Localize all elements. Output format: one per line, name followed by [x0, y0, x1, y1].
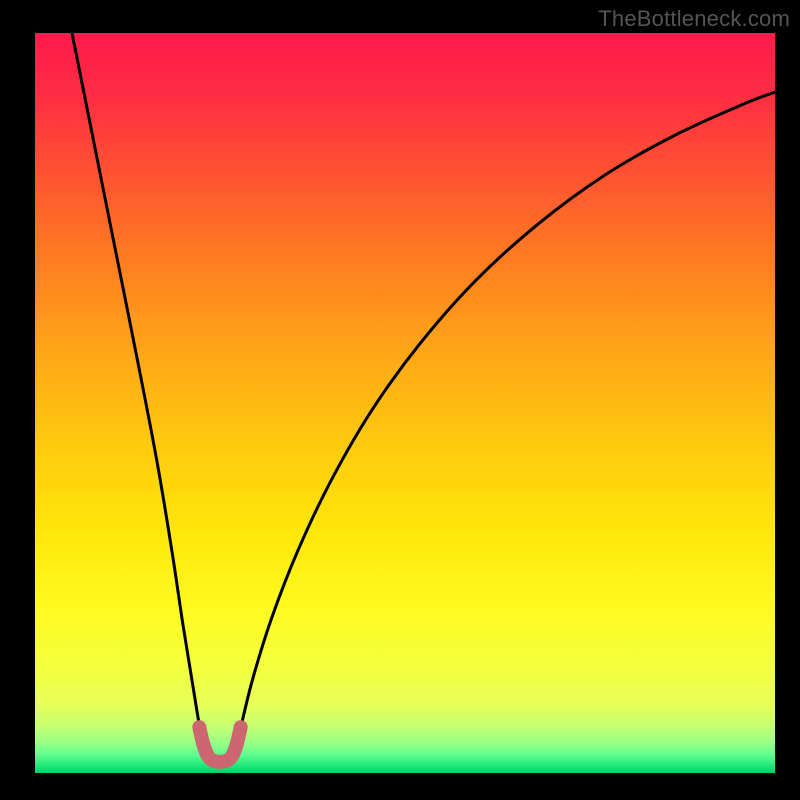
curve-overlay: [35, 33, 775, 773]
curve-left-branch: [72, 33, 204, 747]
watermark-text: TheBottleneck.com: [598, 6, 790, 32]
curve-right-branch: [236, 92, 775, 747]
bottleneck-notch: [199, 727, 240, 762]
chart-container: TheBottleneck.com: [0, 0, 800, 800]
plot-area: [35, 33, 775, 773]
